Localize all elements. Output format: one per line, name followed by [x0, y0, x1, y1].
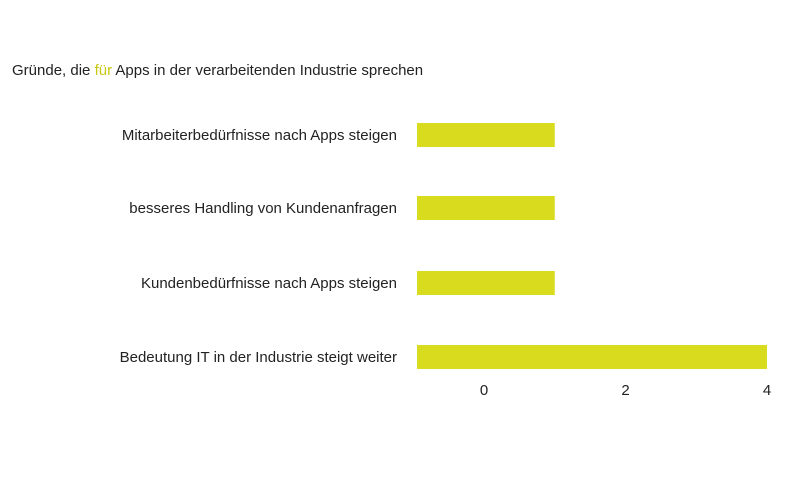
- x-tick-label: 2: [621, 382, 629, 399]
- x-tick-label: 0: [480, 382, 488, 399]
- chart-title: Gründe, die für Apps in der verarbeitend…: [12, 62, 423, 79]
- bar: [417, 271, 555, 295]
- bar: [417, 196, 555, 220]
- category-label: besseres Handling von Kundenanfragen: [129, 200, 397, 217]
- title-text-after: Apps in der verarbeitenden Industrie spr…: [112, 62, 424, 79]
- category-label: Kundenbedürfnisse nach Apps steigen: [141, 275, 397, 292]
- title-highlight: für: [94, 62, 113, 79]
- bar: [417, 345, 767, 369]
- category-label: Bedeutung IT in der Industrie steigt wei…: [120, 349, 397, 366]
- category-label: Mitarbeiterbedürfnisse nach Apps steigen: [122, 127, 397, 144]
- bar: [417, 123, 555, 147]
- x-tick-label: 4: [763, 382, 771, 399]
- title-text-before: Gründe, die: [12, 62, 95, 79]
